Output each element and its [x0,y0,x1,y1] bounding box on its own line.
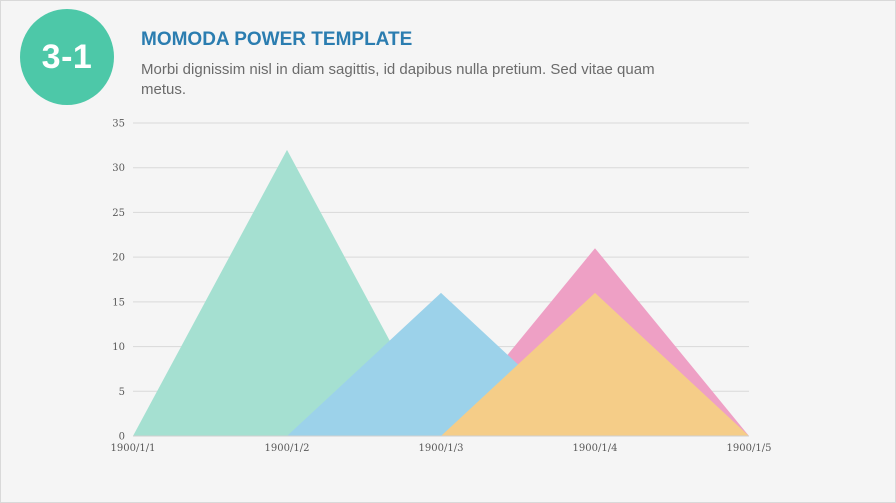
page-title: MOMODA POWER TEMPLATE [141,29,413,50]
x-tick-label: 1900/1/1 [111,443,156,454]
x-tick-label: 1900/1/4 [573,443,618,454]
y-tick-label: 15 [112,297,125,308]
area-series-1 [133,149,749,437]
series-layer [133,149,749,437]
badge-label: 3-1 [41,37,93,76]
x-tick-label: 1900/1/3 [419,443,464,454]
y-tick-label: 5 [119,387,125,398]
page-subtitle: Morbi dignissim nisl in diam sagittis, i… [141,61,655,98]
y-tick-label: 35 [112,119,125,130]
area-series-3 [133,292,749,436]
y-tick-label: 0 [119,432,125,443]
y-tick-label: 10 [112,342,125,353]
y-tick-label: 25 [112,208,125,219]
y-tick-label: 20 [112,253,125,264]
area-series-4 [133,292,749,436]
x-tick-label: 1900/1/5 [727,443,772,454]
axis-layer: 0 5 10 15 20 25 30 35 1900/1/1 1900/1/2 1900/1/3 19… [111,119,772,455]
section-number-badge: 3-1 [20,9,114,105]
x-tick-label: 1900/1/2 [265,443,310,454]
y-tick-label: 30 [112,163,125,174]
